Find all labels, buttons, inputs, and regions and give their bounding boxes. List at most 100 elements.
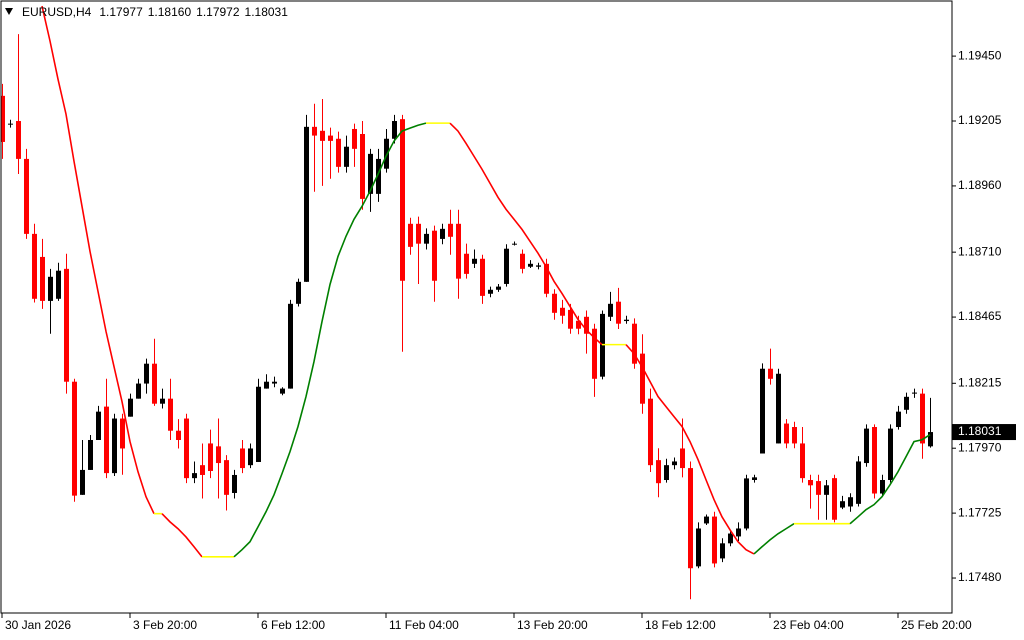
candle-body bbox=[24, 158, 29, 234]
x-tick-label: 13 Feb 20:00 bbox=[517, 618, 588, 632]
candle-body bbox=[848, 497, 853, 507]
candle-body bbox=[88, 439, 93, 470]
candle-body bbox=[928, 432, 933, 447]
candle-body bbox=[272, 381, 277, 384]
candle-body bbox=[400, 119, 405, 281]
candle-body bbox=[176, 430, 181, 440]
candle-body bbox=[296, 281, 301, 304]
candle-body bbox=[96, 411, 101, 440]
candle-body bbox=[40, 256, 45, 301]
candle-body bbox=[472, 258, 477, 264]
candle-body bbox=[704, 516, 709, 524]
close-price: 1.18031 bbox=[245, 5, 289, 19]
x-tick-label: 6 Feb 12:00 bbox=[261, 618, 325, 632]
moving-average bbox=[233, 122, 427, 558]
x-tick-label: 23 Feb 04:00 bbox=[773, 618, 844, 632]
candle-body bbox=[584, 316, 589, 334]
candle-body bbox=[808, 480, 813, 486]
candle-body bbox=[72, 381, 77, 496]
candle-body bbox=[264, 381, 269, 389]
candle-body bbox=[760, 368, 765, 454]
candle-body bbox=[440, 228, 445, 239]
candle-body bbox=[56, 270, 61, 299]
y-tick-label: 1.18465 bbox=[958, 309, 1002, 323]
candle-body bbox=[680, 448, 685, 469]
candle-body bbox=[432, 230, 437, 281]
candle-body bbox=[480, 258, 485, 296]
candle-body bbox=[104, 406, 109, 474]
candle-body bbox=[640, 353, 645, 404]
candle-body bbox=[912, 392, 917, 394]
candle-body bbox=[664, 465, 669, 481]
candle-body bbox=[872, 427, 877, 494]
price-tag bbox=[952, 424, 1016, 441]
y-tick-label: 1.17480 bbox=[958, 570, 1002, 584]
candle-body bbox=[800, 443, 805, 479]
y-tick-label: 1.19450 bbox=[958, 48, 1002, 62]
candle-body bbox=[344, 146, 349, 167]
candle-body bbox=[656, 460, 661, 484]
candle-body bbox=[624, 319, 629, 322]
candle-body bbox=[32, 233, 37, 299]
candle-body bbox=[840, 501, 845, 508]
moving-average bbox=[753, 523, 795, 555]
candle-body bbox=[256, 386, 261, 462]
candle-body bbox=[376, 158, 381, 194]
candle-body bbox=[864, 428, 869, 464]
y-tick-label: 1.19205 bbox=[958, 113, 1002, 127]
candle-body bbox=[672, 461, 677, 466]
candle-body bbox=[888, 428, 893, 481]
candle-body bbox=[320, 130, 325, 141]
candle-body bbox=[232, 474, 237, 493]
candle-body bbox=[160, 398, 165, 404]
candle-body bbox=[728, 533, 733, 544]
candle-body bbox=[904, 396, 909, 410]
candle-body bbox=[408, 223, 413, 247]
axes: 1.19450 1.19205 1.18960 1.18710 1.18465 1.182… bbox=[1, 48, 1016, 632]
candle-body bbox=[48, 276, 53, 301]
candle-body bbox=[192, 473, 197, 479]
y-tick-label: 1.18960 bbox=[958, 178, 1002, 192]
menu-triangle[interactable] bbox=[5, 8, 13, 15]
candle-body bbox=[128, 398, 133, 417]
candle-body bbox=[632, 323, 637, 364]
candle-body bbox=[312, 126, 317, 136]
candle-body bbox=[816, 481, 821, 495]
candle-body bbox=[712, 516, 717, 564]
candle-body bbox=[168, 398, 173, 431]
candle-body bbox=[504, 248, 509, 284]
candle-body bbox=[464, 253, 469, 274]
candle-body bbox=[144, 363, 149, 384]
candle-body bbox=[8, 123, 13, 125]
candle-body bbox=[792, 427, 797, 444]
candle-body bbox=[240, 448, 245, 469]
candle-body bbox=[448, 223, 453, 237]
candle-body bbox=[64, 268, 69, 382]
y-tick-label: 1.18215 bbox=[958, 375, 1002, 389]
candle-body bbox=[608, 303, 613, 317]
low-price: 1.17972 bbox=[196, 5, 240, 19]
candle-body bbox=[224, 460, 229, 495]
candle-body bbox=[208, 443, 213, 471]
candle-body bbox=[424, 233, 429, 244]
x-tick-label: 18 Feb 12:00 bbox=[645, 618, 716, 632]
candle-body bbox=[120, 418, 125, 449]
chart-header: EURUSD,H4 1.17977 1.18160 1.17972 1.18031 bbox=[22, 5, 288, 19]
candle-body bbox=[528, 263, 533, 267]
candle-body bbox=[200, 465, 205, 475]
x-tick-label: 30 Jan 2026 bbox=[5, 618, 71, 632]
candle-body bbox=[304, 126, 309, 282]
open-price: 1.17977 bbox=[99, 5, 143, 19]
candle-body bbox=[688, 468, 693, 569]
candle-body bbox=[112, 418, 117, 474]
candle-body bbox=[648, 398, 653, 466]
candle-body bbox=[360, 133, 365, 199]
candle-body bbox=[248, 448, 253, 466]
candle-body bbox=[352, 128, 357, 149]
symbol: EURUSD,H4 bbox=[22, 5, 92, 19]
candle-body bbox=[832, 478, 837, 520]
candle-body bbox=[216, 446, 221, 464]
candle-body bbox=[592, 328, 597, 379]
candle-body bbox=[776, 373, 781, 444]
